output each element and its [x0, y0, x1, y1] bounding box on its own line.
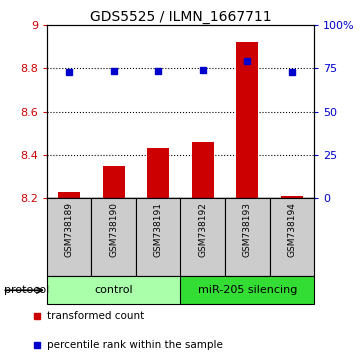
Bar	[47, 198, 91, 276]
Text: miR-205 silencing: miR-205 silencing	[197, 285, 297, 295]
Text: protocol: protocol	[4, 285, 49, 295]
Text: GSM738192: GSM738192	[198, 202, 207, 257]
Text: percentile rank within the sample: percentile rank within the sample	[47, 340, 223, 350]
Text: GSM738189: GSM738189	[65, 202, 74, 257]
Bar	[236, 42, 258, 198]
Bar	[136, 198, 180, 276]
Bar	[91, 198, 136, 276]
Bar	[280, 196, 303, 198]
Bar	[225, 198, 270, 276]
Bar	[58, 192, 80, 198]
Bar	[103, 166, 125, 198]
Text: GSM738190: GSM738190	[109, 202, 118, 257]
Text: GSM738191: GSM738191	[154, 202, 163, 257]
Text: transformed count: transformed count	[47, 310, 144, 321]
Bar	[147, 148, 169, 198]
Bar	[47, 276, 180, 304]
Bar	[180, 198, 225, 276]
Title: GDS5525 / ILMN_1667711: GDS5525 / ILMN_1667711	[90, 10, 271, 24]
Text: control: control	[95, 285, 133, 295]
Bar	[270, 198, 314, 276]
Text: GSM738194: GSM738194	[287, 202, 296, 257]
Bar	[192, 142, 214, 198]
Bar	[180, 276, 314, 304]
Text: GSM738193: GSM738193	[243, 202, 252, 257]
